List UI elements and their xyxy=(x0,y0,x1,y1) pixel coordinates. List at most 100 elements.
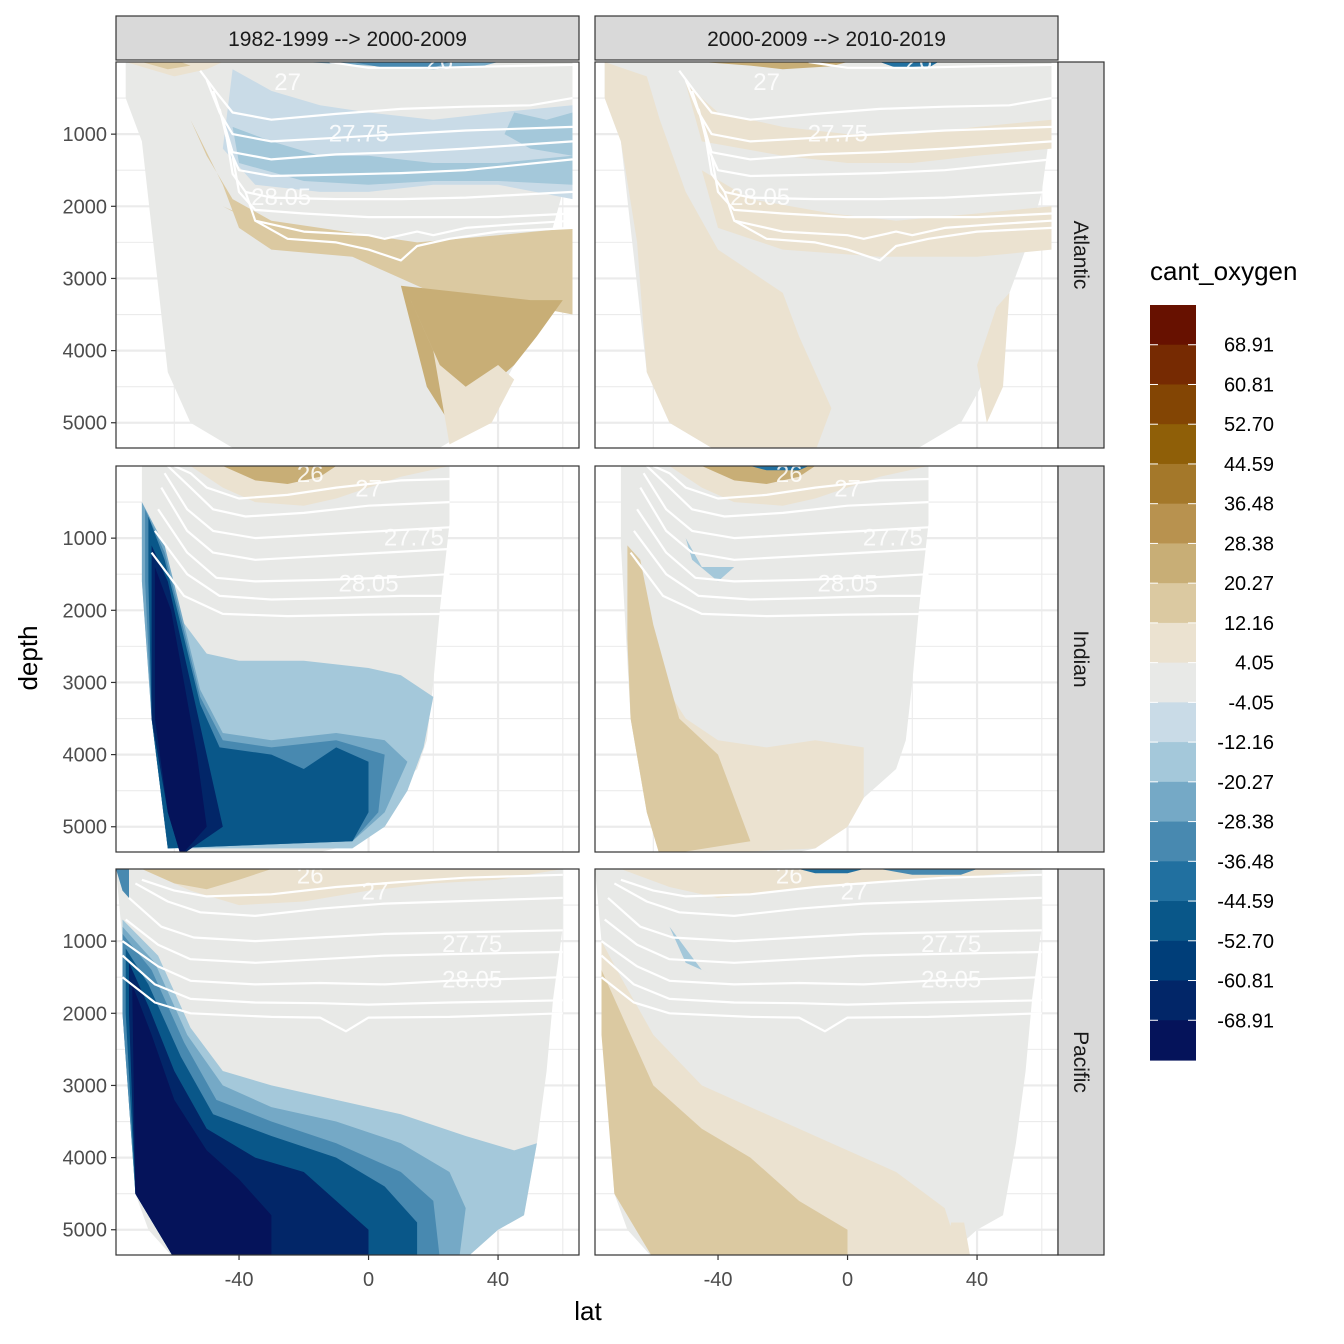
column-strip-label-2: 2000-2009 --> 2010-2019 xyxy=(707,28,946,51)
legend-swatch xyxy=(1150,940,1196,982)
isopycnal-line xyxy=(199,70,573,121)
y-tick-label: 1000 xyxy=(63,124,108,146)
legend-swatch xyxy=(1150,622,1196,664)
contour-region xyxy=(116,869,129,898)
strips-layer: 1982-1999 --> 2000-2009 2000-2009 --> 20… xyxy=(115,15,1105,1256)
legend-label: -36.48 xyxy=(1217,851,1274,873)
isopycnal-label: 26 xyxy=(297,862,324,889)
legend-swatch xyxy=(1150,424,1196,465)
isopycnal-label: 27.75 xyxy=(384,524,444,551)
legend-label: 4.05 xyxy=(1235,653,1274,675)
row-strip-indian xyxy=(1057,465,1105,853)
isopycnal-line xyxy=(121,976,563,1033)
contour-region xyxy=(685,538,735,582)
legend-swatch xyxy=(1150,702,1196,743)
isopycnal-line xyxy=(128,897,563,943)
isopycnal-line xyxy=(808,62,1052,69)
y-tick-label: 1000 xyxy=(63,931,108,953)
legend-label: 52.70 xyxy=(1224,414,1274,436)
isopycnal-line xyxy=(629,551,929,618)
isopycnal-line xyxy=(225,133,573,201)
legend-swatch xyxy=(1150,503,1196,545)
isopycnal-label: 28.05 xyxy=(818,571,878,598)
isopycnal-label: 26 xyxy=(776,862,803,889)
isopycnal-line xyxy=(160,487,450,561)
isopycnal-line xyxy=(134,882,563,918)
contour-region xyxy=(627,545,751,852)
x-tick-label: 40 xyxy=(966,1269,988,1291)
isopycnal-label: 27 xyxy=(362,878,389,905)
isopycnal-line xyxy=(244,191,573,240)
contour-region xyxy=(879,869,978,875)
isopycnal-label: 28.05 xyxy=(921,966,981,993)
legend-swatch xyxy=(1150,463,1196,505)
isopycnal-label: 27.75 xyxy=(863,524,923,551)
contour-region xyxy=(232,126,573,185)
row-strip-atlantic xyxy=(1057,61,1105,449)
axes-layer: 1000200030004000500010002000300040005000… xyxy=(63,124,989,1291)
isopycnal-line xyxy=(121,954,563,1006)
legend-label: -60.81 xyxy=(1217,971,1274,993)
legend-swatch xyxy=(1150,583,1196,624)
y-tick-label: 2000 xyxy=(63,600,108,622)
isopycnal-line xyxy=(636,508,929,583)
contour-region xyxy=(125,62,223,77)
y-tick-label: 3000 xyxy=(63,672,108,694)
column-strip-1 xyxy=(115,15,580,61)
legend: cant_oxygen 68.91 60.81 52.70 44.59 36.48 28.… xyxy=(1150,256,1297,1061)
isopycnal-line xyxy=(600,940,1042,986)
isopycnal-label: 27 xyxy=(274,69,301,96)
isopycnal-line xyxy=(697,108,1052,178)
legend-swatch xyxy=(1150,1020,1196,1061)
legend-swatch xyxy=(1150,861,1196,902)
isopycnal-line xyxy=(652,466,929,500)
legend-label: -52.70 xyxy=(1217,931,1274,953)
isopycnal-line xyxy=(613,882,1042,918)
row-strip-label-indian: Indian xyxy=(1069,630,1092,687)
legend-label: 12.16 xyxy=(1224,613,1274,635)
y-tick-label: 5000 xyxy=(63,817,108,839)
isopycnal-line xyxy=(173,466,450,500)
y-tick-label: 3000 xyxy=(63,1075,108,1097)
isopycnal-line xyxy=(633,530,929,601)
isopycnal-label: 28.05 xyxy=(251,184,311,211)
legend-label: -28.38 xyxy=(1217,812,1274,834)
contour-region xyxy=(604,62,832,448)
legend-swatch xyxy=(1150,305,1196,346)
isopycnal-line xyxy=(121,940,563,986)
legend-swatch xyxy=(1150,543,1196,584)
isopycnal-label: 28.05 xyxy=(730,184,790,211)
isopycnal-line xyxy=(733,219,1052,262)
legend-label: -12.16 xyxy=(1217,732,1274,754)
contour-region xyxy=(352,62,450,68)
y-tick-label: 5000 xyxy=(63,413,108,435)
isopycnal-label: 27.75 xyxy=(442,931,502,958)
y-tick-label: 1000 xyxy=(63,528,108,550)
isopycnal-line xyxy=(141,873,563,898)
legend-label: -68.91 xyxy=(1217,1010,1274,1032)
legend-label: -20.27 xyxy=(1217,772,1274,794)
panel-pacific-1: 26 27 27.75 28.05 xyxy=(115,862,580,1256)
contour-region xyxy=(701,466,816,484)
isopycnal-line xyxy=(642,472,929,540)
isopycnal-line xyxy=(604,918,1042,964)
isopycnal-line xyxy=(157,508,450,583)
isopycnal-label: 27.75 xyxy=(921,931,981,958)
legend-label: 68.91 xyxy=(1224,335,1274,357)
isopycnal-label: 26 xyxy=(905,48,932,75)
legend-label: 28.38 xyxy=(1224,533,1274,555)
isopycnal-label: 27.75 xyxy=(329,120,389,147)
legend-swatch xyxy=(1150,980,1196,1021)
contour-region xyxy=(799,869,864,874)
legend-label: -44.59 xyxy=(1217,891,1274,913)
y-tick-label: 4000 xyxy=(63,341,108,363)
legend-label: 60.81 xyxy=(1224,374,1274,396)
y-tick-label: 5000 xyxy=(63,1220,108,1242)
y-tick-label: 4000 xyxy=(63,1148,108,1170)
panel-field: 27 27.75 28.05 26 xyxy=(604,48,1052,448)
isopycnal-line xyxy=(167,466,450,518)
contour-region xyxy=(154,567,207,852)
column-strip-2 xyxy=(594,15,1059,61)
